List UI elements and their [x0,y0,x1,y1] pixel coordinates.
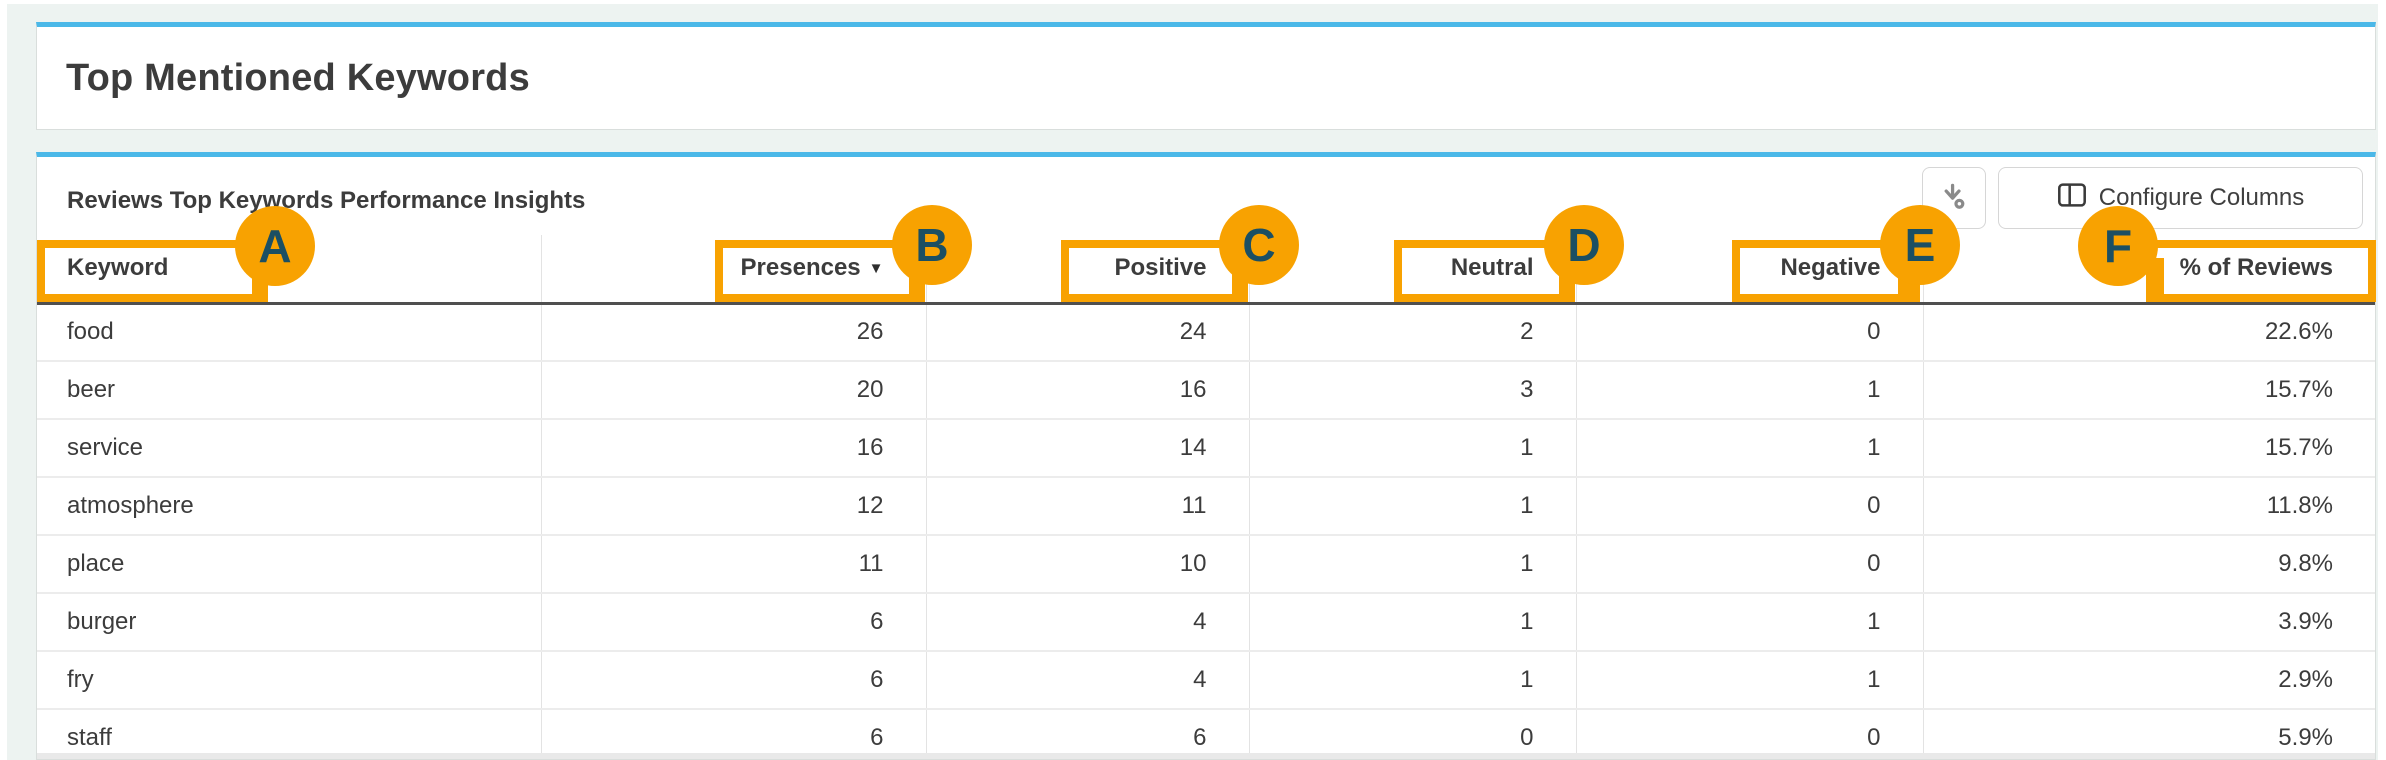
table-cell-pct_of_reviews: 2.9% [1923,651,2375,710]
table-cell-neutral: 1 [1249,477,1577,536]
keywords-table-card: Reviews Top Keywords Performance Insight… [36,152,2376,760]
table-cell-keyword: burger [37,593,542,652]
table-body: food 26 24 2 0 22.6% beer 20 16 3 1 15.7% service 16 1… [37,303,2375,759]
table-subtitle: Reviews Top Keywords Performance Insight… [67,187,586,214]
table-cell-presences: 11 [541,535,927,594]
table-cell-positive: 4 [926,651,1250,710]
annotation-badge-b: B [892,205,972,285]
table-row: food 26 24 2 0 22.6% [37,303,2375,362]
table-cell-pct_of_reviews: 5.9% [1923,709,2375,759]
table-cell-negative: 0 [1576,709,1924,759]
table-cell-negative: 1 [1576,361,1924,420]
horizontal-scrollbar[interactable] [37,753,2375,759]
annotation-badge-e: E [1880,205,1960,285]
columns-icon [2057,181,2087,216]
table-cell-negative: 0 [1576,477,1924,536]
annotation-stem [2148,258,2164,302]
download-icon [1937,179,1971,218]
table-row: staff 6 6 0 0 5.9% [37,709,2375,759]
table-cell-keyword: fry [37,651,542,710]
table-cell-pct_of_reviews: 22.6% [1923,303,2375,362]
table-cell-neutral: 1 [1249,535,1577,594]
table-cell-positive: 14 [926,419,1250,478]
table-cell-neutral: 2 [1249,303,1577,362]
table-cell-presences: 16 [541,419,927,478]
table-row: fry 6 4 1 1 2.9% [37,651,2375,710]
table-cell-keyword: service [37,419,542,478]
table-cell-keyword: food [37,303,542,362]
annotation-badge-d: D [1544,205,1624,285]
configure-columns-label: Configure Columns [2098,184,2305,211]
table-cell-positive: 24 [926,303,1250,362]
table-cell-presences: 12 [541,477,927,536]
annotation-box-pct-of-reviews [2146,240,2376,302]
table-cell-presences: 26 [541,303,927,362]
table-cell-neutral: 1 [1249,593,1577,652]
table-cell-negative: 1 [1576,593,1924,652]
table-cell-negative: 1 [1576,419,1924,478]
table-cell-keyword: beer [37,361,542,420]
table-cell-presences: 6 [541,593,927,652]
table-cell-positive: 16 [926,361,1250,420]
table-cell-pct_of_reviews: 11.8% [1923,477,2375,536]
table-cell-positive: 10 [926,535,1250,594]
table-cell-positive: 6 [926,709,1250,759]
keywords-table: Keyword Presences ▼ Positive Neutral Nega… [37,235,2375,759]
annotation-badge-f: F [2078,206,2158,286]
table-cell-presences: 6 [541,651,927,710]
annotation-badge-c: C [1219,205,1299,285]
table-row: atmosphere 12 11 1 0 11.8% [37,477,2375,536]
table-cell-pct_of_reviews: 15.7% [1923,419,2375,478]
table-cell-positive: 11 [926,477,1250,536]
table-cell-negative: 0 [1576,535,1924,594]
annotation-box-keyword [37,240,268,302]
annotation-badge-a: A [235,206,315,286]
table-cell-keyword: staff [37,709,542,759]
table-cell-presences: 6 [541,709,927,759]
table-cell-keyword: atmosphere [37,477,542,536]
table-cell-positive: 4 [926,593,1250,652]
table-cell-presences: 20 [541,361,927,420]
table-cell-keyword: place [37,535,542,594]
table-row: burger 6 4 1 1 3.9% [37,593,2375,652]
table-cell-pct_of_reviews: 3.9% [1923,593,2375,652]
table-cell-pct_of_reviews: 15.7% [1923,361,2375,420]
configure-columns-button[interactable]: Configure Columns [1998,167,2363,229]
table-cell-neutral: 1 [1249,419,1577,478]
table-row: beer 20 16 3 1 15.7% [37,361,2375,420]
sort-desc-icon: ▼ [868,260,884,278]
table-row: service 16 14 1 1 15.7% [37,419,2375,478]
table-cell-neutral: 0 [1249,709,1577,759]
table-cell-neutral: 1 [1249,651,1577,710]
page-title: Top Mentioned Keywords [66,56,530,99]
title-card: Top Mentioned Keywords [36,22,2376,130]
table-cell-neutral: 3 [1249,361,1577,420]
table-cell-negative: 1 [1576,651,1924,710]
table-cell-pct_of_reviews: 9.8% [1923,535,2375,594]
table-row: place 11 10 1 0 9.8% [37,535,2375,594]
table-cell-negative: 0 [1576,303,1924,362]
